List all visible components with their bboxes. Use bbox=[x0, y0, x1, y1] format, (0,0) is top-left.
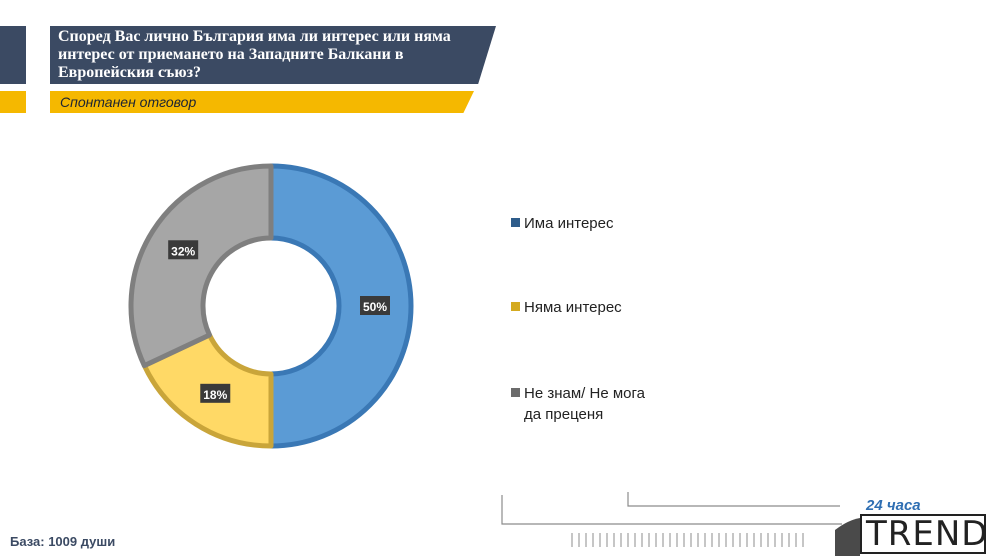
legend-label-line: Не знам/ Не мога bbox=[524, 385, 645, 402]
legend-label-line: Има интерес bbox=[524, 215, 614, 232]
logo-24-chasa-text: 24 часа bbox=[862, 497, 925, 514]
slice-label-dont-know: 32% bbox=[168, 240, 199, 260]
chart-title: Според Вас лично България има ли интерес… bbox=[58, 28, 451, 81]
slice-dont-know bbox=[128, 163, 274, 369]
legend-swatch bbox=[511, 302, 520, 311]
legend-label: Не знам/ Не мога да преценя bbox=[524, 383, 645, 425]
legend-label-line: да преценя bbox=[524, 406, 604, 423]
title-banner: Според Вас лично България има ли интерес… bbox=[50, 26, 496, 84]
brand-logo: TREND 24 часа bbox=[860, 497, 988, 554]
decorative-lines bbox=[501, 492, 860, 556]
legend-label: Има интерес bbox=[524, 213, 614, 234]
slice-interest bbox=[268, 163, 414, 449]
legend-swatch bbox=[511, 388, 520, 397]
left-accent-bar bbox=[0, 26, 26, 84]
left-accent-bar-yellow bbox=[0, 91, 26, 113]
subtitle-banner: Спонтанен отговор bbox=[50, 91, 474, 113]
data-label-box bbox=[168, 240, 199, 260]
data-label-box bbox=[360, 296, 390, 315]
data-label-box bbox=[200, 383, 231, 403]
data-label-text: 32% bbox=[171, 244, 195, 258]
legend-label: Няма интерес bbox=[524, 297, 622, 318]
chart-subtitle: Спонтанен отговор bbox=[60, 94, 197, 110]
slice-label-no-interest: 18% bbox=[200, 383, 231, 403]
data-label-text: 18% bbox=[203, 388, 227, 402]
legend-label-line: Няма интерес bbox=[524, 299, 622, 316]
sample-base-note: База: 1009 души bbox=[10, 534, 116, 549]
slice-label-interest: 50% bbox=[360, 296, 390, 315]
legend-swatch bbox=[511, 218, 520, 227]
data-label-text: 50% bbox=[363, 300, 387, 314]
logo-trend-text: TREND bbox=[860, 514, 988, 554]
